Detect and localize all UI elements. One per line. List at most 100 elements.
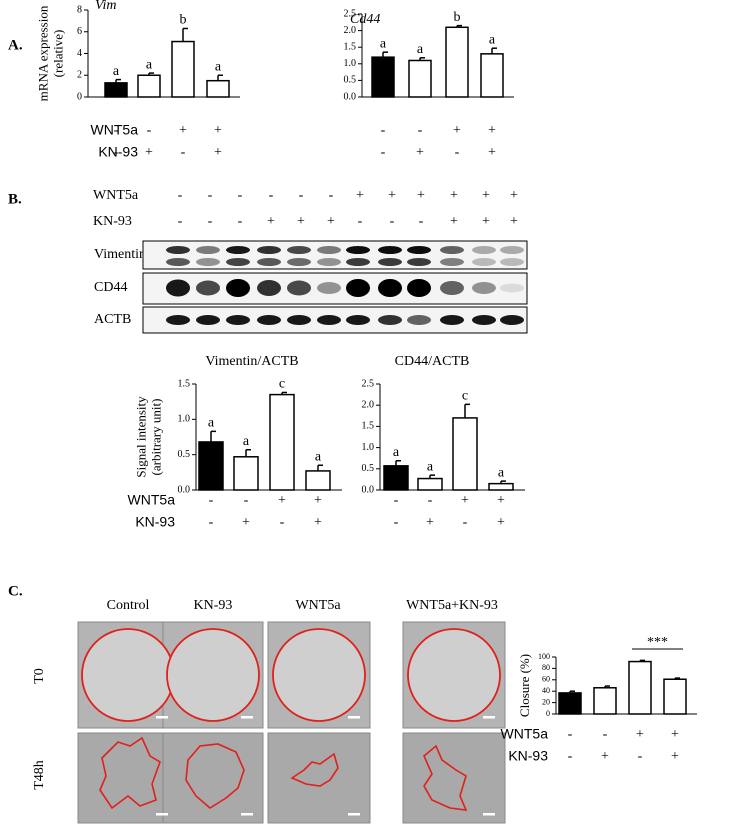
band	[500, 246, 524, 254]
band	[378, 315, 402, 325]
y-tick-label: 20	[542, 697, 550, 706]
treatment-sign: +	[671, 727, 679, 742]
blot-bands: - - - - - - + + + + + + - - - + + + - - - + + +	[166, 188, 524, 325]
band	[226, 279, 250, 297]
y-tick-label: 40	[542, 686, 550, 695]
group-letter: a	[113, 64, 120, 79]
treatment-sign: -	[209, 515, 214, 530]
column-label: Control	[107, 598, 150, 613]
treatment-sign: +	[417, 188, 425, 203]
y-tick-label: 0.5	[344, 75, 357, 86]
wound-outline	[185, 743, 245, 809]
bar	[663, 678, 687, 715]
chart: 0 20 40 60 80 100 Closure (%) WNT5a - - + + KN-93 - + -…	[501, 635, 697, 764]
treatment-sign: +	[278, 493, 286, 508]
bar	[628, 660, 652, 715]
band	[287, 246, 311, 254]
treatment-sign: -	[244, 493, 249, 508]
treatment-sign: -	[329, 188, 334, 203]
band	[407, 246, 431, 254]
bar	[480, 53, 504, 98]
y-tick-label: 0.0	[362, 484, 375, 495]
band	[346, 258, 370, 266]
band	[257, 258, 281, 266]
scale-bar	[156, 813, 168, 816]
significance-label: ***	[647, 635, 668, 650]
treatment-sign: +	[671, 749, 679, 764]
bar	[198, 441, 224, 491]
band	[346, 246, 370, 254]
column-label: KN-93	[194, 598, 233, 613]
y-tick-label: 0.0	[178, 484, 191, 495]
treatment-sign: +	[488, 145, 496, 160]
band-label: Vimentin	[94, 247, 146, 262]
group-letter: a	[243, 434, 250, 449]
band	[440, 258, 464, 266]
wound-outline	[423, 744, 468, 811]
group-letter: c	[462, 389, 468, 404]
bar	[137, 74, 161, 98]
treatment-sign: -	[381, 123, 386, 138]
bar	[408, 59, 432, 98]
band	[166, 279, 190, 297]
y-axis-label: mRNA expression	[35, 5, 50, 101]
scale-bar	[156, 716, 168, 719]
treatment-sign: -	[603, 727, 608, 742]
chart: 0 2 4 6 8 Vim mRNA expression (relative) a a b a WNT…	[35, 0, 240, 160]
treatment-name: WNT5a	[91, 122, 139, 138]
treatment-name: KN-93	[93, 214, 132, 229]
y-tick-label: 8	[77, 4, 82, 15]
y-tick-label: 6	[77, 26, 82, 37]
treatment-sign: -	[299, 188, 304, 203]
band	[226, 258, 250, 266]
y-tick-label: 1.5	[362, 421, 375, 432]
treatment-sign: +	[214, 145, 222, 160]
y-tick-label: 1.5	[344, 41, 357, 52]
band	[226, 246, 250, 254]
row-label: T48h	[32, 760, 47, 790]
group-letter: a	[498, 465, 505, 480]
scale-bar	[483, 813, 495, 816]
band	[287, 280, 311, 296]
treatment-sign: +	[497, 493, 505, 508]
wound-outline	[272, 628, 366, 722]
band	[472, 258, 496, 266]
panel-label: B.	[8, 191, 22, 207]
bar	[269, 393, 295, 491]
scale-bar	[241, 813, 253, 816]
y-tick-label: 2.0	[362, 399, 375, 410]
treatment-sign: -	[358, 214, 363, 229]
treatment-sign: +	[453, 123, 461, 138]
scale-bar	[241, 716, 253, 719]
bar	[305, 470, 331, 491]
row-label: T0	[32, 668, 47, 684]
band	[287, 258, 311, 266]
treatment-sign: -	[463, 515, 468, 530]
treatment-sign: +	[356, 188, 364, 203]
treatment-sign: -	[269, 188, 274, 203]
bar	[171, 40, 195, 98]
band	[287, 315, 311, 325]
band	[407, 279, 431, 297]
treatment-sign: -	[394, 493, 399, 508]
bar	[593, 687, 617, 715]
treatment-sign: -	[208, 214, 213, 229]
chart-title: Vim	[95, 0, 117, 13]
treatment-name: KN-93	[98, 144, 138, 160]
treatment-sign: -	[178, 188, 183, 203]
scratch-images: Control KN-93 WNT5a WNT5a+KN-93 T0 T48h	[32, 598, 506, 824]
wound-outline	[407, 628, 501, 722]
group-letter: c	[279, 377, 285, 392]
y-tick-label: 60	[542, 675, 550, 684]
treatment-sign: +	[242, 515, 250, 530]
band	[407, 315, 431, 325]
treatment-sign: -	[280, 515, 285, 530]
group-letter: a	[489, 32, 496, 47]
bar	[452, 417, 478, 491]
band	[196, 258, 220, 266]
treatment-sign: +	[179, 123, 187, 138]
treatment-name: KN-93	[135, 514, 175, 530]
treatment-sign: +	[461, 493, 469, 508]
y-axis-label: Closure (%)	[517, 654, 532, 717]
